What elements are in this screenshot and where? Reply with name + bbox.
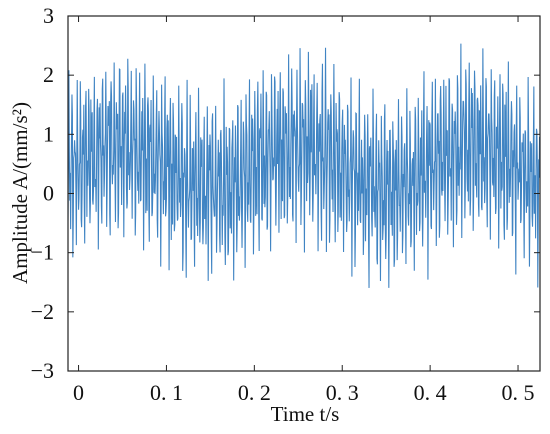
x-tick-label: 0. 5 xyxy=(502,380,535,405)
axes: −3 −2 −1 0 1 2 3 0 0. 1 0. 2 0. 3 0. 4 0. 5 xyxy=(31,3,541,405)
y-tick-label: 0 xyxy=(43,181,54,206)
x-tick-label: 0. 3 xyxy=(326,380,359,405)
x-tick-label: 0. 2 xyxy=(238,380,271,405)
y-tick-label: 3 xyxy=(43,3,54,28)
y-tick-label: −2 xyxy=(31,299,54,324)
plot-area xyxy=(68,43,540,288)
x-tick-label: 0 xyxy=(73,380,84,405)
x-axis-title: Time t/s xyxy=(271,402,340,426)
y-tick-label: −3 xyxy=(31,358,54,383)
y-tick-label: −1 xyxy=(31,240,54,265)
y-tick-label: 2 xyxy=(43,62,54,87)
series-line-0 xyxy=(68,43,540,288)
y-tick-label: 1 xyxy=(43,121,54,146)
x-tick-label: 0. 4 xyxy=(414,380,447,405)
x-tick-label: 0. 1 xyxy=(150,380,183,405)
y-axis-title: Amplitude A/(mm/s²) xyxy=(8,102,32,284)
